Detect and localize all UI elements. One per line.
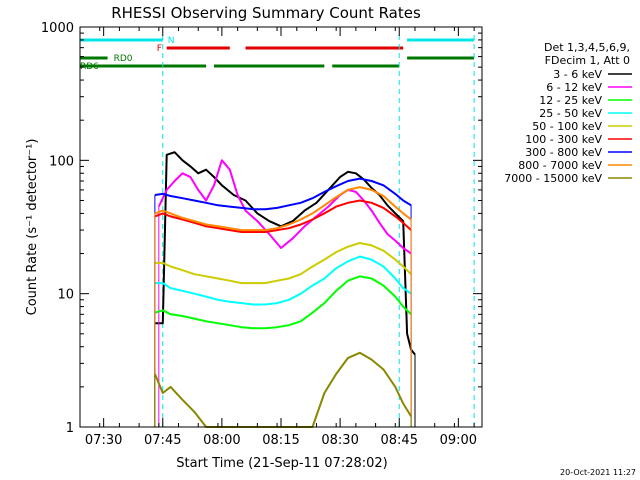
flag-label-F: F (157, 44, 162, 54)
x-tick-label-1: 07:45 (144, 433, 181, 448)
legend-label-6: 300 - 800 keV (525, 146, 602, 159)
series-lines (153, 151, 416, 428)
x-axis-label: Start Time (21-Sep-11 07:28:02) (176, 456, 387, 471)
legend-header-2: FDecim 1, Att 0 (545, 54, 630, 67)
y-axis-ticks: 1 10 100 1000 (41, 21, 482, 436)
chart-title: RHESSI Observing Summary Count Rates (111, 4, 421, 22)
x-tick-label-2: 08:00 (203, 433, 240, 448)
x-tick-label-3: 08:15 (262, 433, 299, 448)
legend-label-2: 12 - 25 keV (539, 94, 602, 107)
series-line-1 (157, 159, 412, 255)
x-tick-label-0: 07:30 (85, 433, 122, 448)
legend-label-5: 100 - 300 keV (525, 133, 602, 146)
y-tick-label-2: 100 (49, 154, 74, 169)
y-axis-label: Count Rate (s⁻¹ detector⁻¹) (25, 139, 40, 316)
legend-label-0: 3 - 6 keV (553, 68, 602, 81)
x-tick-label-4: 08:30 (321, 433, 358, 448)
legend-label-4: 50 - 100 keV (532, 120, 602, 133)
y-tick-label-0: 1 (66, 421, 74, 436)
series-line-5 (154, 199, 412, 233)
flag-label-N: N (168, 36, 175, 46)
flag-label-RD6: RD6 (80, 62, 99, 72)
series-line-0 (154, 151, 416, 356)
x-tick-label-5: 08:45 (381, 433, 418, 448)
series-line-2 (154, 275, 412, 330)
series-line-6 (154, 177, 412, 211)
series-line-4 (154, 242, 412, 285)
flag-label-RD0: RD0 (114, 54, 133, 64)
legend-header-1: Det 1,3,4,5,6,9, (544, 41, 630, 54)
timestamp: 20-Oct-2021 11:27 (560, 468, 636, 477)
legend-label-3: 25 - 50 keV (539, 107, 602, 120)
legend-label-7: 800 - 7000 keV (518, 159, 602, 172)
series-line-8 (153, 351, 412, 428)
y-tick-label-1: 10 (57, 288, 74, 303)
series-line-7 (154, 186, 412, 232)
y-tick-label-3: 1000 (41, 21, 74, 36)
flag-bars: NF RD0 RD6 (80, 36, 475, 72)
x-axis-ticks: 07:30 07:45 08:00 08:15 08:30 08:45 09:00 (79, 27, 477, 448)
legend-label-1: 6 - 12 keV (546, 81, 602, 94)
x-tick-label-6: 09:00 (440, 433, 477, 448)
series-line-3 (154, 255, 412, 306)
night-boundaries (162, 35, 475, 427)
legend-label-8: 7000 - 15000 keV (504, 172, 602, 185)
